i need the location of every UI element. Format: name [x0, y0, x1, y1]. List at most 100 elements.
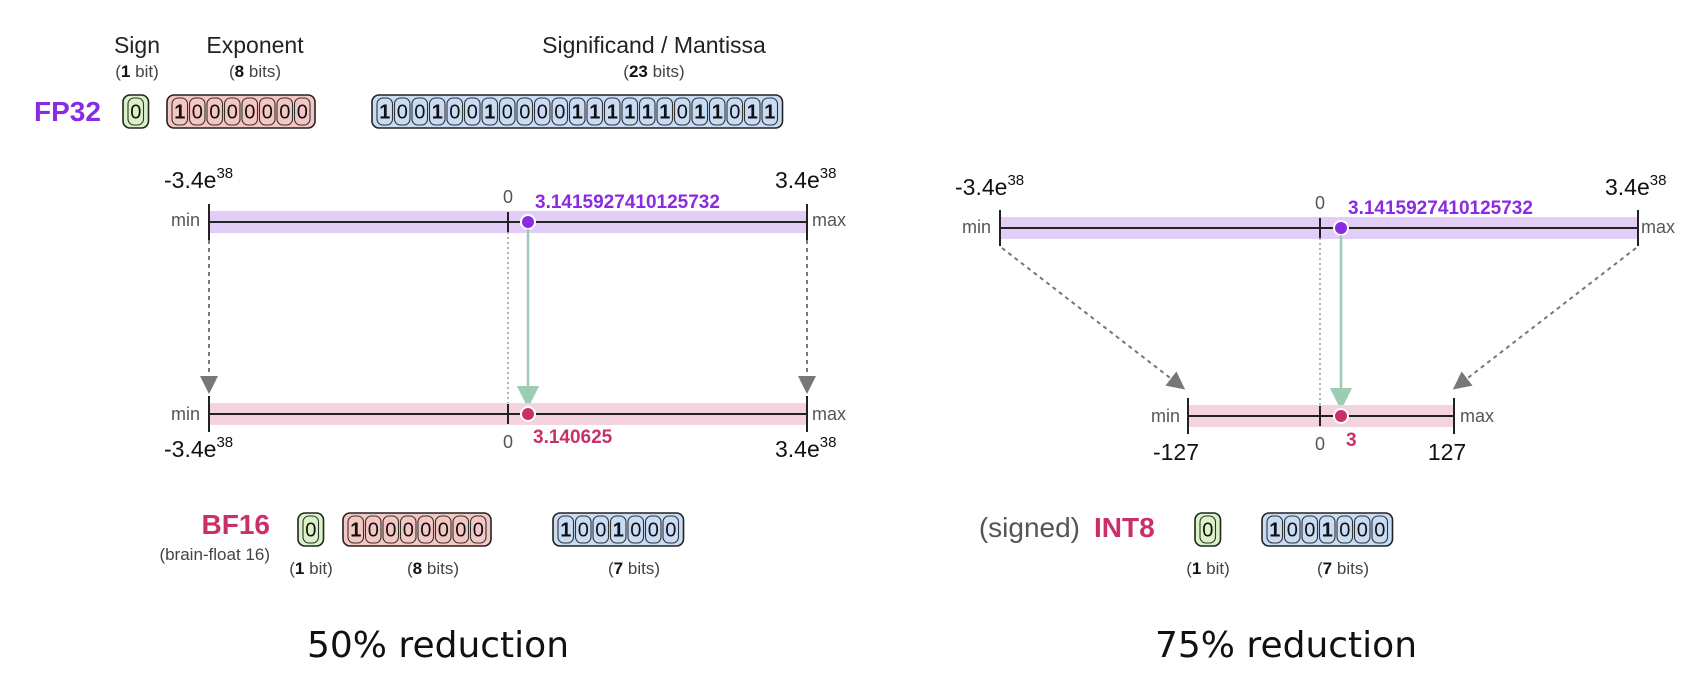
bit-digit: 0 [630, 520, 641, 542]
bit-digit: 0 [473, 520, 484, 542]
bit-digit: 0 [595, 520, 606, 542]
right-reduction-caption: 75% reduction [1155, 625, 1417, 666]
fp32-max-label: max [812, 210, 846, 230]
bit-cell [673, 97, 691, 126]
bf16-subtitle: (brain-float 16) [159, 545, 270, 564]
bit-cell [726, 97, 744, 126]
bit-group-frame [552, 512, 685, 547]
bit-cell [586, 97, 604, 126]
bit-digit: 0 [677, 102, 688, 124]
left-reduction-caption: 50% reduction [307, 625, 569, 666]
fp32-zero-label: 0 [503, 187, 513, 207]
int8-pi-marker [1333, 408, 1349, 424]
mantissa-header: Significand / Mantissa [542, 32, 766, 58]
bit-cell [1199, 515, 1217, 544]
bit-cell [568, 97, 586, 126]
bit-digit: 0 [368, 520, 379, 542]
bit-cell [382, 515, 400, 544]
bit-cell [1336, 515, 1354, 544]
bit-cell [393, 97, 411, 126]
bit-digit: 0 [554, 102, 565, 124]
bit-cell [592, 515, 610, 544]
bit-digit: 1 [484, 102, 495, 124]
bit-digit: 1 [624, 102, 635, 124]
bit-cell [223, 97, 241, 126]
bit-digit: 1 [379, 102, 390, 124]
bit-digit: 1 [1322, 520, 1333, 542]
bit-digit: 0 [648, 520, 659, 542]
bit-cell [469, 515, 487, 544]
mantissa-bit-count: (23 bits) [623, 62, 684, 81]
bit-cell [656, 97, 674, 126]
bit-digit: 1 [607, 102, 618, 124]
bit-digit: 0 [578, 520, 589, 542]
bit-digit: 0 [537, 102, 548, 124]
bit-group-frame [122, 94, 150, 129]
int8-fp32-max-label: max [1641, 217, 1675, 237]
bit-digit: 0 [1202, 520, 1213, 542]
bit-cell [551, 97, 569, 126]
bf16-pi-marker [520, 406, 536, 422]
bit-digit: 0 [729, 102, 740, 124]
bit-cell [258, 97, 276, 126]
bit-digit: 1 [560, 520, 571, 542]
bit-cell [1318, 515, 1336, 544]
sign-bit-count: (1 bit) [115, 62, 159, 81]
fp32-sign-bits: 0 [122, 94, 150, 129]
exponent-bit-count: (8 bits) [229, 62, 281, 81]
fp32-pi-marker [520, 214, 536, 230]
bit-cell [364, 515, 382, 544]
bit-cell [302, 515, 320, 544]
bit-cell [293, 97, 311, 126]
bit-cell [127, 97, 145, 126]
bit-cell [241, 97, 259, 126]
right-range-diagram: min max 0 -3.4e38 3.4e38 3.1415927410125… [955, 172, 1675, 465]
bit-digit: 0 [1374, 520, 1385, 542]
bit-cell [691, 97, 709, 126]
bit-digit: 1 [659, 102, 670, 124]
int8-fp32-min-label: min [962, 217, 991, 237]
int8-fp32-max-value: 3.4e38 [1605, 172, 1666, 200]
bit-cell [644, 515, 662, 544]
bit-digit: 0 [420, 520, 431, 542]
bit-cell [446, 97, 464, 126]
bit-cell [399, 515, 417, 544]
fp32-min-label: min [171, 210, 200, 230]
bit-cell [347, 515, 365, 544]
int8-sign-bits: 0 [1194, 512, 1222, 547]
int8-pi-value: 3 [1346, 430, 1357, 451]
bf16-sign-bit-count: (1 bit) [289, 559, 333, 578]
bit-cell [627, 515, 645, 544]
bit-cell [206, 97, 224, 126]
bit-cell [1353, 515, 1371, 544]
right-min-arrow [1001, 247, 1186, 390]
int8-fp32-zero-label: 0 [1315, 193, 1325, 213]
bf16-exponent-bit-count: (8 bits) [407, 559, 459, 578]
bit-cell [276, 97, 294, 126]
bit-digit: 1 [432, 102, 443, 124]
bit-cell [557, 515, 575, 544]
fp32-label: FP32 [34, 96, 101, 127]
int8-label: INT8 [1094, 512, 1155, 543]
bit-digit: 0 [262, 102, 273, 124]
bf16-mantissa-bit-count: (7 bits) [608, 559, 660, 578]
int8-prefix: (signed) [979, 512, 1080, 543]
bit-cell [1301, 515, 1319, 544]
bit-digit: 1 [589, 102, 600, 124]
int8-min-value: -127 [1153, 439, 1199, 465]
bit-cell [708, 97, 726, 126]
bit-digit: 0 [279, 102, 290, 124]
bit-cell [1266, 515, 1284, 544]
bit-digit: 1 [712, 102, 723, 124]
bit-digit: 0 [1287, 520, 1298, 542]
bit-cell [638, 97, 656, 126]
bit-group-frame [342, 512, 492, 547]
bit-digit: 0 [449, 102, 460, 124]
fp32-min-value: -3.4e38 [164, 165, 233, 193]
bit-digit: 1 [572, 102, 583, 124]
